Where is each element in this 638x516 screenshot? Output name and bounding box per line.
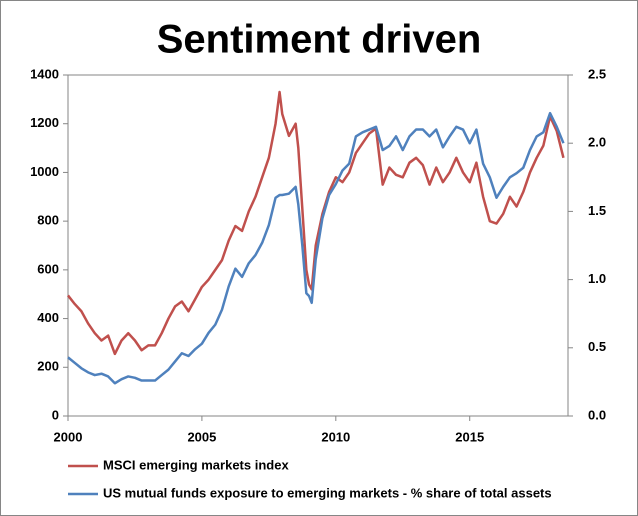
chart-title: Sentiment driven	[157, 18, 482, 62]
y2-tick-label: 2.5	[588, 66, 606, 81]
y-tick-label: 600	[37, 261, 59, 276]
legend-label: US mutual funds exposure to emerging mar…	[103, 485, 552, 500]
y-tick-label: 1200	[30, 115, 59, 130]
x-tick-label: 2000	[54, 429, 83, 444]
y-tick-label: 1000	[30, 164, 59, 179]
y-tick-label: 1400	[30, 66, 59, 81]
plot-area	[67, 74, 569, 417]
y-tick-label: 800	[37, 213, 59, 228]
y2-tick-label: 2.0	[588, 135, 606, 150]
x-tick-label: 2010	[321, 429, 350, 444]
y2-tick-label: 1.5	[588, 203, 606, 218]
legend-label: MSCI emerging markets index	[103, 457, 289, 472]
y2-tick-label: 1.0	[588, 271, 606, 286]
y2-tick-label: 0.0	[588, 407, 606, 422]
y2-tick-label: 0.5	[588, 339, 606, 354]
x-tick-label: 2005	[187, 429, 216, 444]
data-line	[67, 90, 565, 356]
data-line	[67, 111, 565, 385]
x-tick-label: 2015	[455, 429, 484, 444]
y-tick-label: 0	[52, 407, 59, 422]
y-tick-label: 400	[37, 310, 59, 325]
y-tick-label: 200	[37, 359, 59, 374]
